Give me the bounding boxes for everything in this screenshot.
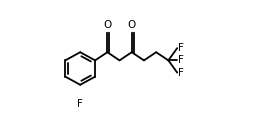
Text: O: O xyxy=(128,20,136,30)
Text: F: F xyxy=(178,43,184,53)
Text: O: O xyxy=(103,20,112,30)
Text: F: F xyxy=(178,55,184,65)
Text: F: F xyxy=(178,68,184,78)
Text: F: F xyxy=(77,99,83,109)
